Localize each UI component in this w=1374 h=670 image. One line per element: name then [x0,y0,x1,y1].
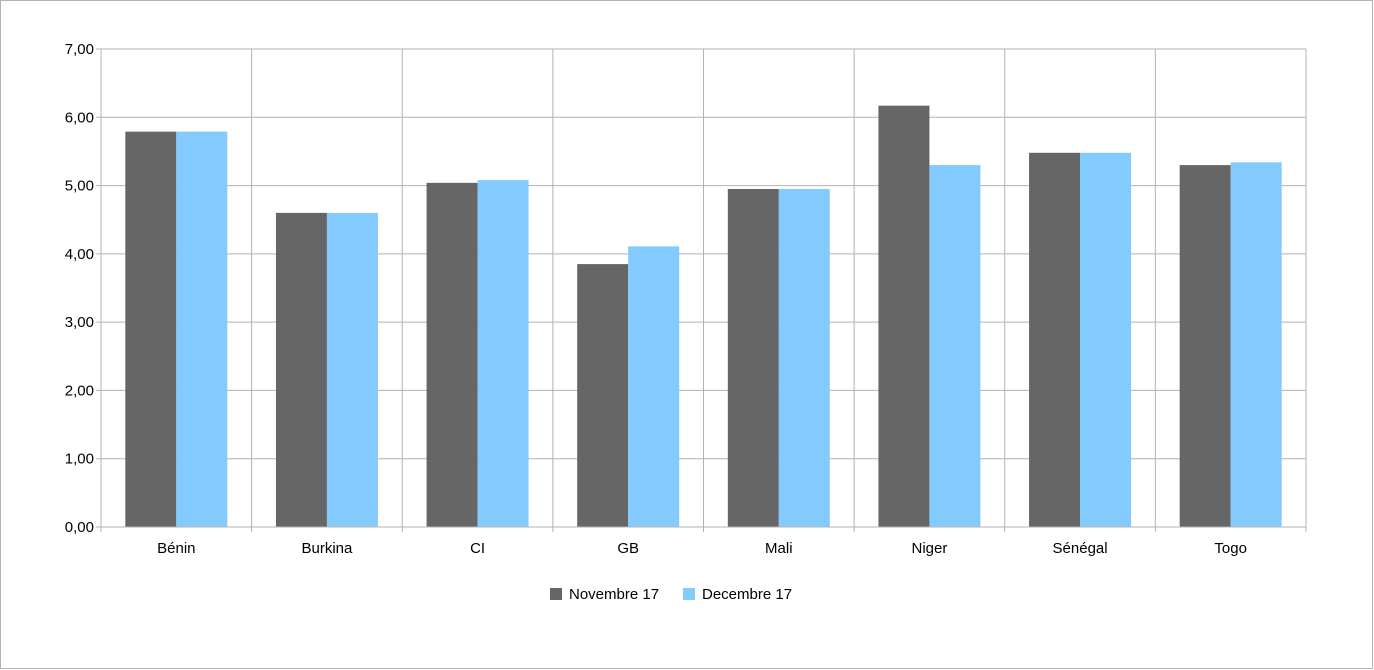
x-tick-label: CI [470,540,485,557]
bar-decembre-17 [778,188,830,527]
bar-decembre-17 [628,246,680,528]
y-tick-label: 5,00 [65,178,94,195]
y-tick-label: 6,00 [65,109,94,126]
bar-decembre-17 [176,131,228,527]
y-tick-label: 7,00 [65,41,94,58]
legend: Novembre 17 Decembre 17 [550,586,792,603]
bar-decembre-17 [326,212,378,527]
bar-novembre-17 [1179,165,1231,528]
legend-label: Novembre 17 [569,586,659,603]
x-tick-label: Bénin [157,540,195,557]
bar-novembre-17 [727,188,779,527]
legend-swatch [550,588,562,600]
axes [96,48,1307,532]
x-tick-label: Mali [765,540,793,557]
legend-swatch [683,588,695,600]
y-tick-label: 2,00 [65,382,94,399]
x-tick-labels: Bénin Burkina CI GB Mali Niger Sénégal Togo [157,540,1247,557]
y-tick-labels: 0,00 1,00 2,00 3,00 4,00 5,00 6,00 7,00 [65,41,94,536]
bar-novembre-17 [125,131,177,527]
bar-novembre-17 [1029,152,1081,527]
bar-novembre-17 [426,182,478,527]
bar-novembre-17 [577,264,629,527]
x-tick-label: Niger [912,540,948,557]
x-tick-label: GB [617,540,639,557]
bar-decembre-17 [1080,152,1132,527]
bars [125,105,1282,528]
bar-decembre-17 [1230,162,1282,527]
bar-decembre-17 [477,180,529,527]
y-tick-label: 0,00 [65,519,94,536]
y-tick-label: 1,00 [65,451,94,468]
bar-novembre-17 [878,105,930,528]
y-tick-label: 3,00 [65,314,94,331]
bar-novembre-17 [275,212,327,527]
x-tick-label: Togo [1214,540,1247,557]
bar-decembre-17 [929,165,981,528]
y-tick-label: 4,00 [65,246,94,263]
legend-label: Decembre 17 [702,586,792,603]
x-tick-label: Burkina [302,540,354,557]
x-tick-label: Sénégal [1053,540,1108,557]
